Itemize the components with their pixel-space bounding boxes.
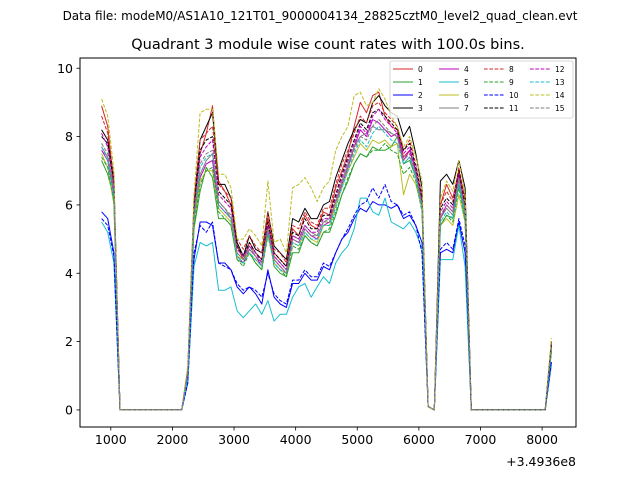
- legend-label-11: 11: [509, 104, 519, 113]
- series-line-12: [101, 108, 552, 411]
- legend-label-0: 0: [418, 65, 423, 74]
- x-tick-label: 3000: [218, 432, 250, 447]
- legend-label-4: 4: [464, 65, 469, 74]
- series-line-8: [101, 101, 552, 411]
- series-line-0: [101, 91, 552, 411]
- legend-label-3: 3: [418, 104, 423, 113]
- legend-label-1: 1: [418, 78, 423, 87]
- series-line-9: [101, 142, 552, 411]
- plot-area: [101, 88, 552, 411]
- x-offset-label: +3.4936e8: [506, 454, 576, 469]
- x-tick-label: 5000: [341, 432, 373, 447]
- legend-label-9: 9: [509, 78, 514, 87]
- axes-frame: [79, 57, 577, 428]
- series-line-5: [101, 197, 552, 411]
- legend-label-6: 6: [464, 91, 469, 100]
- y-tick-label: 8: [65, 129, 73, 144]
- legend-label-10: 10: [509, 91, 519, 100]
- y-tick-label: 0: [65, 402, 73, 417]
- series-line-3: [101, 95, 552, 411]
- legend-label-12: 12: [555, 65, 565, 74]
- x-tick-label: 7000: [465, 432, 497, 447]
- series-line-15: [101, 119, 552, 411]
- legend-label-13: 13: [555, 78, 565, 87]
- y-tick-label: 10: [57, 61, 73, 76]
- x-tick-label: 2000: [157, 432, 189, 447]
- x-tick-label: 1000: [95, 432, 127, 447]
- series-line-11: [101, 108, 552, 411]
- x-tick-label: 6000: [403, 432, 435, 447]
- x-tick-label: 4000: [280, 432, 312, 447]
- series-line-6: [101, 139, 552, 411]
- y-tick-label: 2: [65, 334, 73, 349]
- legend-label-5: 5: [464, 78, 469, 87]
- series-line-1: [101, 136, 552, 411]
- legend-label-15: 15: [555, 104, 565, 113]
- legend-label-14: 14: [555, 91, 565, 100]
- legend-label-2: 2: [418, 91, 423, 100]
- legend-frame: [389, 60, 574, 119]
- legend-label-7: 7: [464, 104, 469, 113]
- y-tick-label: 6: [65, 197, 73, 212]
- legend-label-8: 8: [509, 65, 514, 74]
- series-line-14: [101, 88, 552, 411]
- chart-title: Quadrant 3 module wise count rates with …: [131, 37, 525, 53]
- x-tick-label: 8000: [526, 432, 558, 447]
- chart-suptitle: Data file: modeM0/AS1A10_121T01_90000041…: [63, 9, 578, 23]
- y-tick-label: 4: [65, 266, 73, 281]
